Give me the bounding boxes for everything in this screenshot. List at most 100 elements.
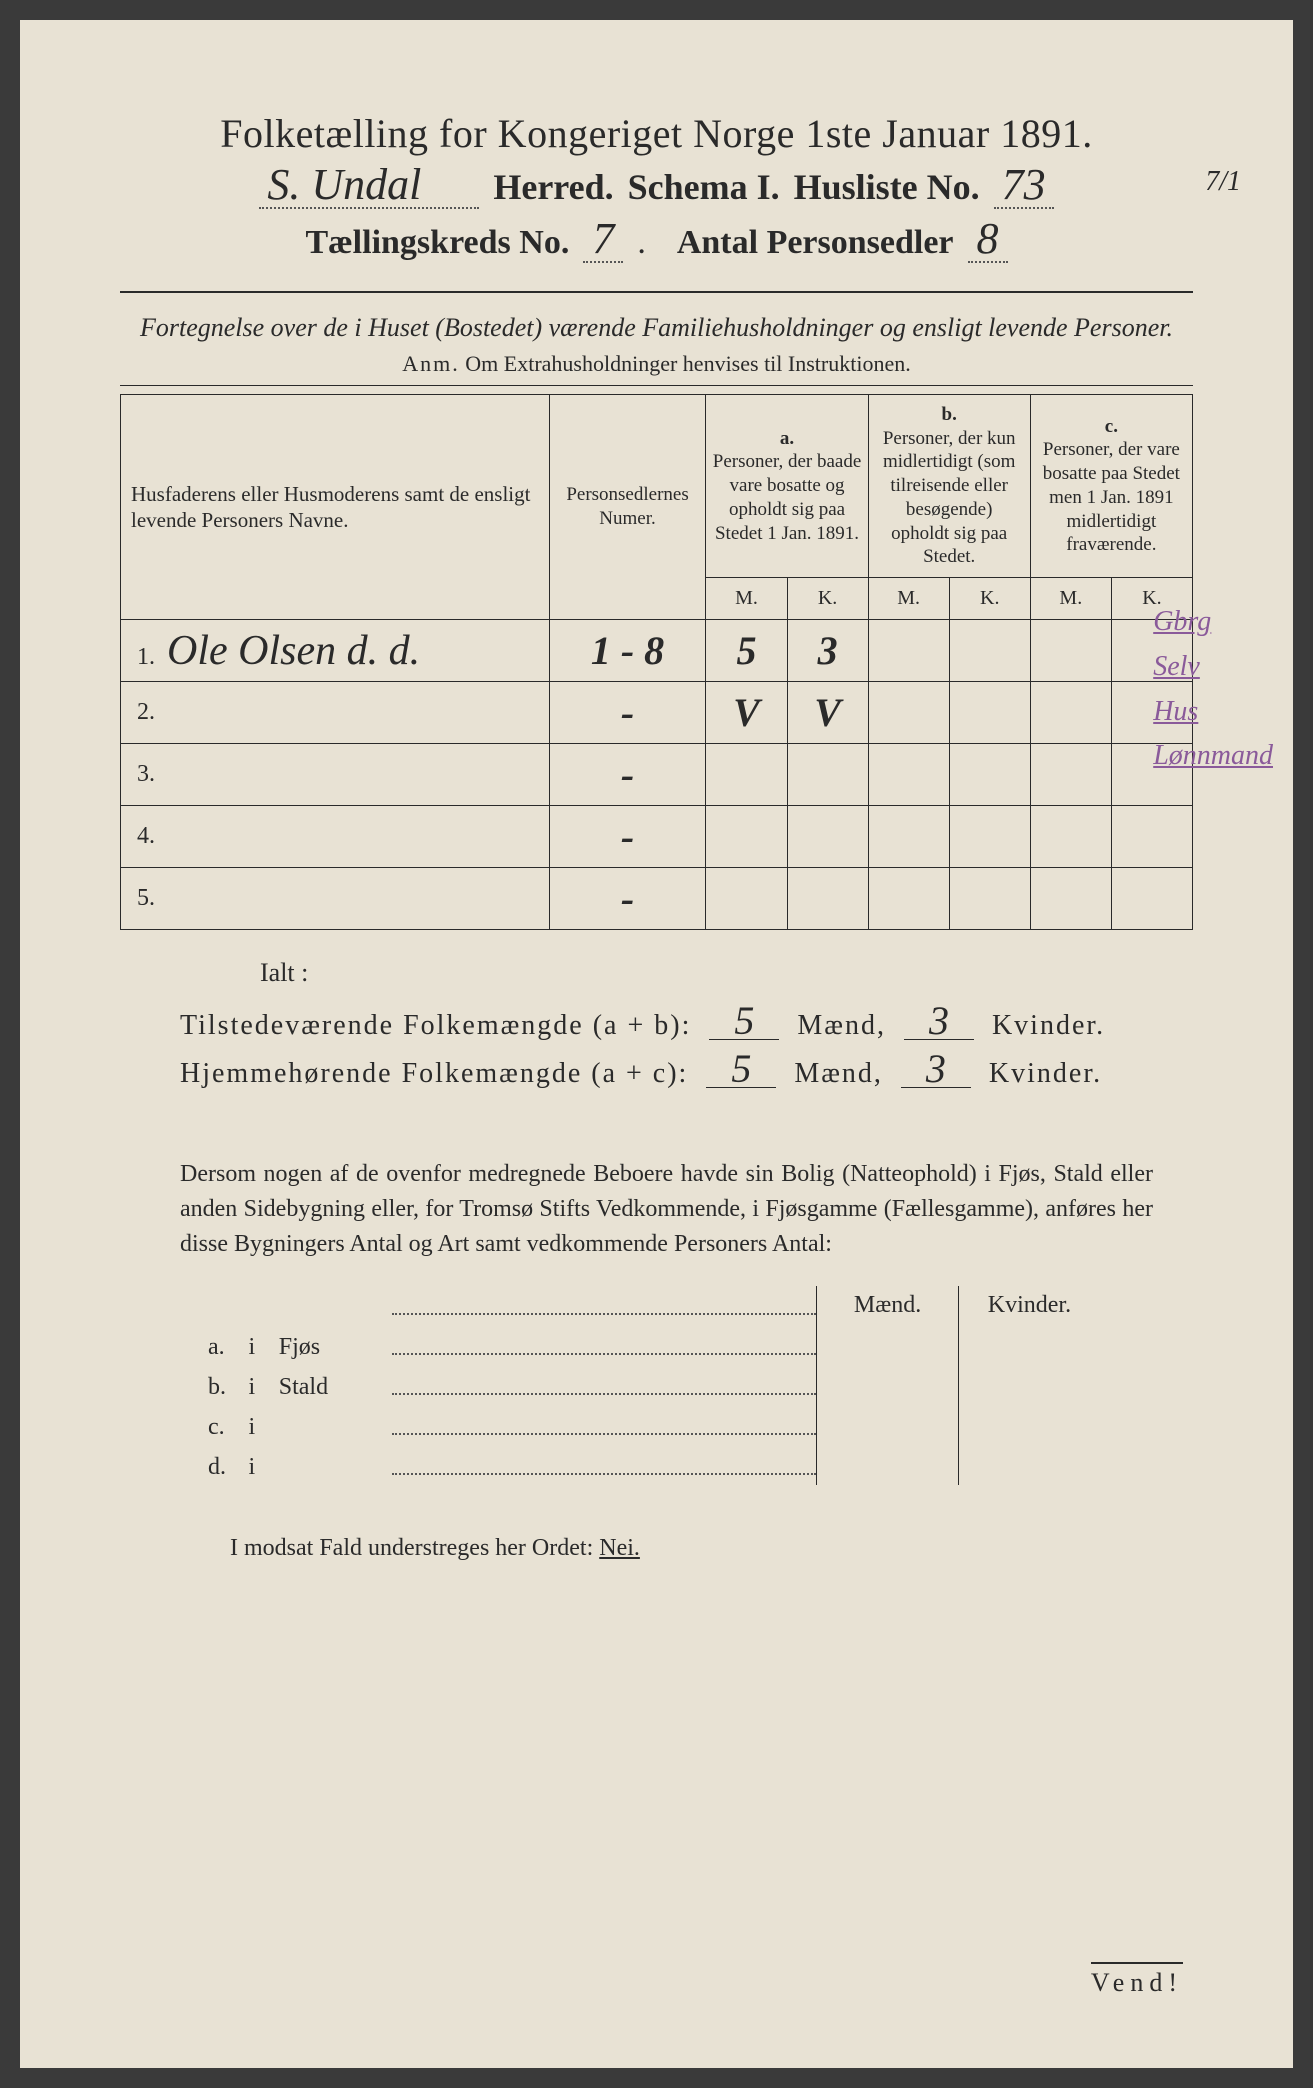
outbld-i: i <box>240 1445 270 1485</box>
totals-present-m: 5 <box>709 1003 779 1040</box>
outbld-k <box>958 1325 1100 1365</box>
cell-b-m <box>868 806 949 868</box>
maend-label: Mænd, <box>794 1058 883 1089</box>
subtitle: Fortegnelse over de i Huset (Bostedet) v… <box>120 311 1193 345</box>
cell-num: - <box>549 682 706 744</box>
cell-b-k <box>949 682 1030 744</box>
census-table: Husfaderens eller Husmoderens samt de en… <box>120 394 1193 930</box>
outbld-k <box>958 1365 1100 1405</box>
outbld-dots <box>392 1445 817 1485</box>
totals-resident-k: 3 <box>901 1051 971 1088</box>
header-line-3: Tællingskreds No. 7 . Antal Personsedler… <box>120 217 1193 263</box>
col-c-label: c. <box>1037 415 1186 439</box>
outbld-dots <box>392 1325 817 1365</box>
main-title: Folketælling for Kongeriget Norge 1ste J… <box>120 110 1193 157</box>
outbld-row: b.iStald <box>200 1365 1100 1405</box>
outbld-label: a. <box>200 1325 240 1365</box>
outbld-hdr-m: Mænd. <box>817 1286 959 1325</box>
col-b-k: K. <box>949 578 1030 620</box>
col-b-label: b. <box>875 403 1024 427</box>
cell-c-k <box>1111 868 1192 930</box>
cell-a-m: 5 <box>706 620 787 682</box>
outbld-i: i <box>240 1325 270 1365</box>
cell-a-k: V <box>787 682 868 744</box>
col-header-c: c. Personer, der vare bosatte paa Stedet… <box>1030 394 1192 577</box>
kreds-value: 7 <box>583 217 623 263</box>
row-number: 2. <box>121 682 550 744</box>
col-a-label: a. <box>712 427 861 451</box>
col-header-num: Personsedlernes Numer. <box>549 394 706 619</box>
kvinder-label: Kvinder. <box>989 1058 1102 1089</box>
cell-b-k <box>949 620 1030 682</box>
nei-prefix: I modsat Fald understreges her Ordet: <box>230 1535 593 1561</box>
col-c-m: M. <box>1030 578 1111 620</box>
outbld-m <box>817 1365 959 1405</box>
outbld-m <box>817 1325 959 1365</box>
row-number: 1. Ole Olsen d. d. <box>121 620 550 682</box>
cell-num: - <box>549 806 706 868</box>
maend-label: Mænd, <box>797 1010 886 1041</box>
cell-c-m <box>1030 806 1111 868</box>
schema-label: Schema I. <box>628 166 780 208</box>
totals-line-resident: Hjemmehørende Folkemængde (a + c): 5 Mæn… <box>180 1050 1193 1098</box>
cell-a-k <box>787 806 868 868</box>
outbld-name <box>271 1405 392 1445</box>
col-b-text: Personer, der kun midlertidigt (som tilr… <box>875 427 1024 570</box>
cell-a-k: 3 <box>787 620 868 682</box>
outbld-dots <box>392 1405 817 1445</box>
outbld-label: c. <box>200 1405 240 1445</box>
totals-block: Tilstedeværende Folkemængde (a + b): 5 M… <box>180 1002 1193 1097</box>
col-header-b: b. Personer, der kun midlertidigt (som t… <box>868 394 1030 577</box>
cell-b-m <box>868 868 949 930</box>
sedler-label: Antal Personsedler <box>677 224 954 262</box>
col-c-text: Personer, der vare bosatte paa Stedet me… <box>1037 438 1186 557</box>
totals-line-present: Tilstedeværende Folkemængde (a + b): 5 M… <box>180 1002 1193 1050</box>
margin-note: Lønnmand <box>1153 734 1273 779</box>
cell-a-m <box>706 868 787 930</box>
kreds-label: Tællingskreds No. <box>305 224 569 262</box>
margin-note: Hus <box>1153 690 1273 735</box>
outbld-row: c.i <box>200 1405 1100 1445</box>
cell-b-k <box>949 806 1030 868</box>
husliste-label: Husliste No. <box>794 166 980 208</box>
kvinder-label: Kvinder. <box>992 1010 1105 1041</box>
outbld-name: Fjøs <box>271 1325 392 1365</box>
cell-c-m <box>1030 682 1111 744</box>
col-header-a: a. Personer, der baade vare bosatte og o… <box>706 394 868 577</box>
col-b-m: M. <box>868 578 949 620</box>
outbld-k <box>958 1405 1100 1445</box>
cell-a-m <box>706 744 787 806</box>
outbld-row: d.i <box>200 1445 1100 1485</box>
divider-thin <box>120 385 1193 386</box>
outbld-dots <box>392 1365 817 1405</box>
form-header: Folketælling for Kongeriget Norge 1ste J… <box>120 110 1193 263</box>
cell-num: 1 - 8 <box>549 620 706 682</box>
col-a-text: Personer, der baade vare bosatte og opho… <box>712 450 861 545</box>
cell-a-m: V <box>706 682 787 744</box>
vend-label: Vend! <box>1091 1962 1183 1998</box>
cell-a-m <box>706 806 787 868</box>
outbld-m <box>817 1445 959 1485</box>
outbuilding-table: Mænd. Kvinder. a.iFjøsb.iStaldc.id.i <box>200 1286 1100 1485</box>
outbld-k <box>958 1445 1100 1485</box>
cell-num: - <box>549 868 706 930</box>
margin-note: Gbrg <box>1153 600 1273 645</box>
row-number: 3. <box>121 744 550 806</box>
table-row: 3.- <box>121 744 1193 806</box>
totals-resident-label: Hjemmehørende Folkemængde (a + c): <box>180 1058 688 1089</box>
outbld-label: d. <box>200 1445 240 1485</box>
nei-word: Nei. <box>599 1535 640 1561</box>
herred-label: Herred. <box>493 166 613 208</box>
outbld-row: a.iFjøs <box>200 1325 1100 1365</box>
totals-present-k: 3 <box>904 1003 974 1040</box>
outbld-i: i <box>240 1365 270 1405</box>
margin-annotations: GbrgSelvHusLønnmand <box>1153 600 1273 779</box>
spacer: . <box>637 224 663 262</box>
corner-fraction: 7/1 <box>1205 166 1241 198</box>
cell-a-k <box>787 744 868 806</box>
anm-prefix: Anm. <box>402 351 460 376</box>
herred-value: S. Undal <box>259 163 479 209</box>
totals-resident-m: 5 <box>706 1051 776 1088</box>
census-form-page: 7/1 Folketælling for Kongeriget Norge 1s… <box>20 20 1293 2068</box>
col-header-name: Husfaderens eller Husmoderens samt de en… <box>121 394 550 619</box>
